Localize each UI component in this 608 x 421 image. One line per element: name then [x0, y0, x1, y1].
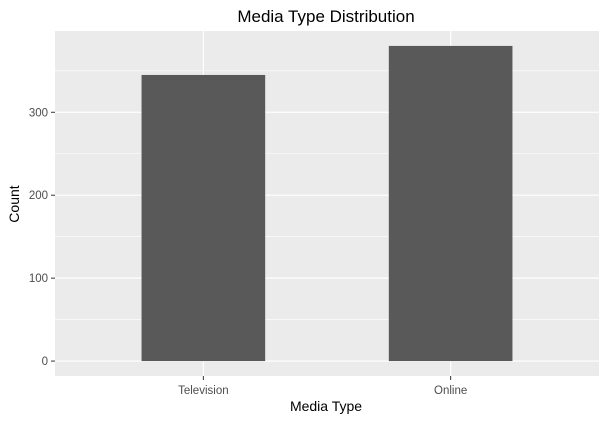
- x-tick-label: Online: [434, 385, 467, 397]
- chart-title: Media Type Distribution: [237, 7, 414, 26]
- y-axis-ticks: 0 100 200 300: [29, 107, 55, 368]
- y-tick-label: 0: [42, 356, 48, 368]
- bar-television: [141, 74, 266, 362]
- plot-panel: [55, 31, 599, 376]
- y-tick-label: 300: [29, 107, 48, 119]
- x-axis-title: Media Type: [290, 398, 362, 414]
- bar-online: [388, 45, 513, 362]
- bars: [141, 45, 513, 362]
- y-tick-label: 200: [29, 190, 48, 202]
- x-tick-label: Television: [178, 385, 229, 397]
- x-axis-ticks: Television Online: [178, 376, 467, 397]
- y-axis-title: Count: [6, 185, 22, 222]
- y-tick-label: 100: [29, 273, 48, 285]
